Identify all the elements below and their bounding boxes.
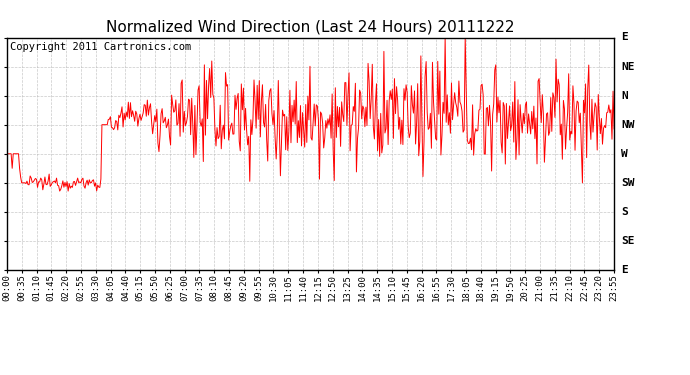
Text: E: E <box>621 265 628 275</box>
Text: N: N <box>621 91 628 101</box>
Text: SW: SW <box>621 178 635 188</box>
Text: S: S <box>621 207 628 217</box>
Text: SE: SE <box>621 236 635 246</box>
Text: Copyright 2011 Cartronics.com: Copyright 2011 Cartronics.com <box>10 42 191 52</box>
Text: W: W <box>621 149 628 159</box>
Text: NE: NE <box>621 62 635 72</box>
Title: Normalized Wind Direction (Last 24 Hours) 20111222: Normalized Wind Direction (Last 24 Hours… <box>106 20 515 35</box>
Text: NW: NW <box>621 120 635 130</box>
Text: E: E <box>621 33 628 42</box>
